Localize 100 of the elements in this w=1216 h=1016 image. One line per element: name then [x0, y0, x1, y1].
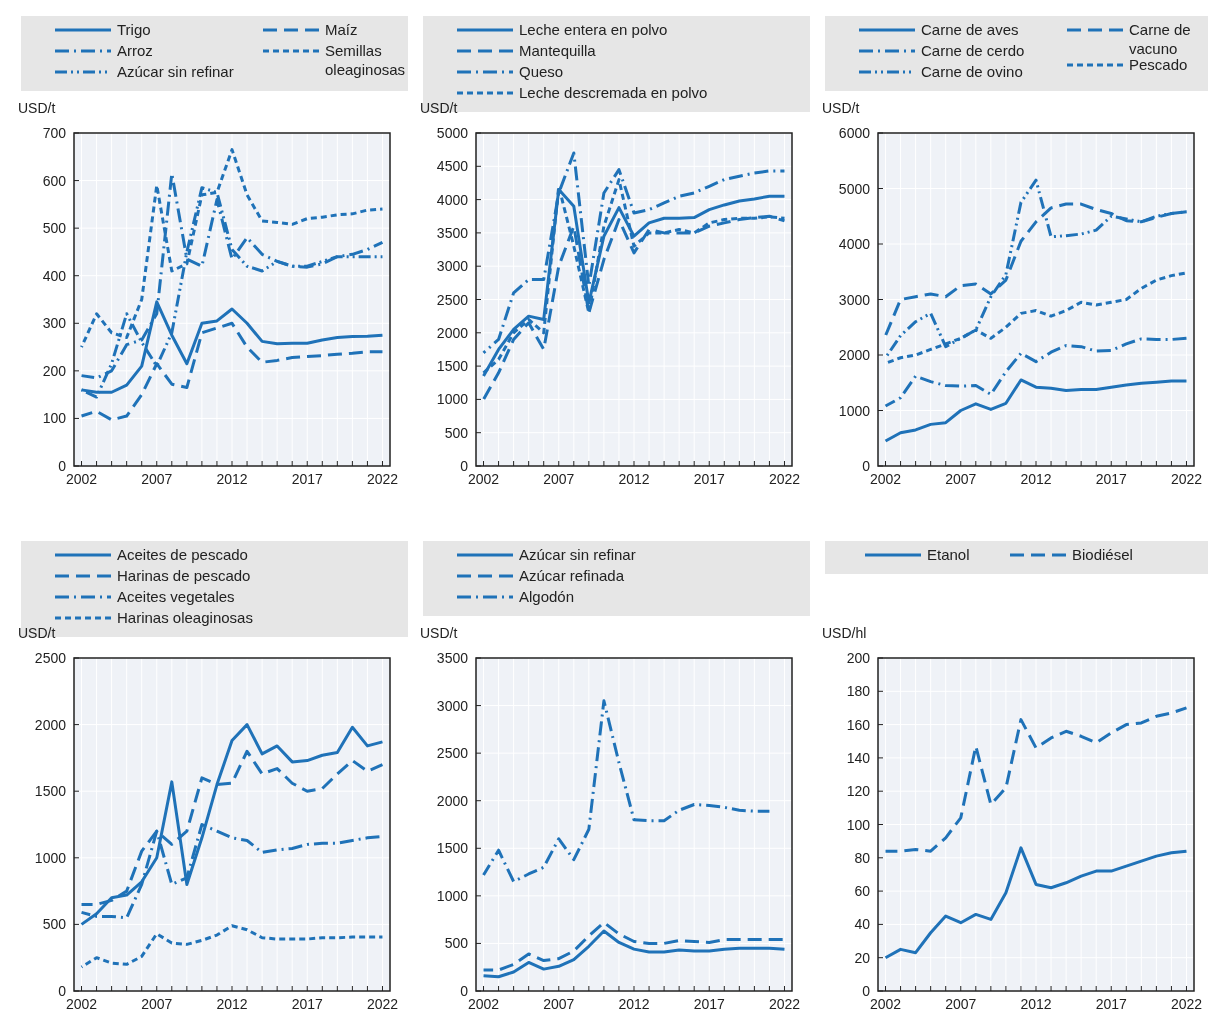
x-tick-label: 2007: [945, 471, 977, 487]
x-tick-label: 2002: [869, 996, 902, 1012]
x-tick-label: 2002: [467, 471, 500, 487]
y-tick-label: 200: [42, 362, 67, 379]
y-tick-label: 0: [58, 458, 67, 474]
legend-label: Carne de aves: [921, 21, 1019, 38]
y-tick-label: 2500: [436, 745, 469, 762]
y-tick-label: 0: [862, 983, 871, 999]
legend-label: Algodón: [519, 588, 575, 605]
legend-label: Aceites de pescado: [117, 546, 248, 563]
y-tick-label: 0: [862, 458, 871, 474]
x-tick-label: 2022: [366, 996, 399, 1012]
y-tick-label: 500: [42, 220, 67, 237]
y-tick-label: 0: [460, 983, 469, 999]
legend-label: Azúcar refinada: [519, 567, 625, 584]
x-tick-label: 2007: [945, 996, 977, 1012]
x-tick-label: 2007: [543, 996, 575, 1012]
y-tick-label: 3500: [436, 224, 469, 241]
y-tick-label: 5000: [838, 180, 871, 197]
y-tick-label: 0: [58, 983, 67, 999]
y-tick-label: 1000: [436, 887, 469, 904]
y-tick-label: 2000: [436, 324, 469, 341]
y-tick-label: 4500: [436, 158, 469, 175]
x-tick-label: 2012: [216, 996, 248, 1012]
y-tick-label: 300: [42, 315, 67, 332]
y-tick-label: 3000: [838, 291, 871, 308]
y-tick-label: 1000: [436, 391, 469, 408]
legend-label: Carne de vacuno: [1129, 21, 1191, 57]
y-tick-label: 6000: [838, 125, 871, 141]
y-tick-label: 140: [846, 749, 871, 766]
y-axis-title: USD/t: [18, 100, 56, 116]
y-tick-label: 100: [846, 816, 871, 833]
y-axis-title: USD/t: [420, 100, 458, 116]
legend-label: Azúcar sin refinar: [519, 546, 636, 563]
y-axis-title: USD/t: [822, 100, 860, 116]
y-tick-label: 700: [42, 125, 67, 141]
x-tick-label: 2022: [1170, 471, 1203, 487]
y-tick-label: 0: [460, 458, 469, 474]
x-tick-label: 2007: [141, 996, 173, 1012]
y-tick-label: 5000: [436, 125, 469, 141]
legend-label: Carne de ovino: [921, 63, 1023, 80]
x-tick-label: 2017: [693, 996, 726, 1012]
y-tick-label: 120: [846, 783, 871, 800]
legend-label: Leche descremada en polvo: [519, 84, 708, 101]
y-tick-label: 400: [42, 267, 67, 284]
y-tick-label: 180: [846, 683, 871, 700]
y-axis-title: USD/t: [18, 625, 56, 641]
x-tick-label: 2022: [768, 471, 801, 487]
y-tick-label: 3500: [436, 650, 469, 666]
y-tick-label: 200: [846, 650, 871, 666]
y-tick-label: 160: [846, 716, 871, 733]
legend-label: Etanol: [927, 546, 970, 563]
x-tick-label: 2002: [467, 996, 500, 1012]
y-axis-title: USD/t: [420, 625, 458, 641]
legend-label: Carne de cerdo: [921, 42, 1025, 59]
legend-label: Arroz: [117, 42, 153, 59]
legend-label: Semillas oleaginosas: [325, 42, 406, 78]
x-tick-label: 2007: [141, 471, 173, 487]
y-tick-label: 100: [42, 410, 67, 427]
x-tick-label: 2012: [1020, 471, 1052, 487]
x-tick-label: 2002: [869, 471, 902, 487]
y-axis-title: USD/hl: [822, 625, 867, 641]
y-tick-label: 2500: [436, 291, 469, 308]
y-tick-label: 80: [854, 849, 871, 866]
y-tick-label: 4000: [436, 191, 469, 208]
legend-label: Mantequilla: [519, 42, 597, 59]
legend-label: Leche entera en polvo: [519, 21, 668, 38]
legend-label: Harinas de pescado: [117, 567, 251, 584]
y-tick-label: 40: [854, 916, 871, 933]
x-tick-label: 2012: [618, 996, 650, 1012]
x-tick-label: 2017: [693, 471, 726, 487]
legend-label: Biodiésel: [1072, 546, 1133, 563]
y-tick-label: 2000: [34, 716, 67, 733]
y-tick-label: 1500: [436, 358, 469, 375]
y-tick-label: 3000: [436, 697, 469, 714]
x-tick-label: 2017: [1095, 996, 1128, 1012]
y-tick-label: 4000: [838, 236, 871, 252]
y-tick-label: 60: [854, 883, 871, 900]
legend-label: Trigo: [117, 21, 151, 38]
x-tick-label: 2002: [65, 471, 98, 487]
legend-label: Queso: [519, 63, 564, 80]
y-tick-label: 1000: [34, 849, 67, 866]
x-tick-label: 2012: [618, 471, 650, 487]
legend-label: Aceites vegetales: [117, 588, 235, 605]
legend-label: Pescado: [1129, 56, 1188, 74]
x-tick-label: 2012: [216, 471, 248, 487]
y-tick-label: 500: [42, 916, 67, 933]
legend-label: Azúcar sin refinar: [117, 63, 234, 80]
legend-label: Maíz: [325, 21, 358, 38]
y-tick-label: 1000: [838, 402, 871, 419]
x-tick-label: 2007: [543, 471, 575, 487]
y-tick-label: 20: [854, 949, 871, 966]
x-tick-label: 2002: [65, 996, 98, 1012]
x-tick-label: 2017: [1095, 471, 1128, 487]
y-tick-label: 3000: [436, 258, 469, 275]
x-tick-label: 2017: [291, 471, 324, 487]
x-tick-label: 2022: [768, 996, 801, 1012]
y-tick-label: 500: [444, 935, 469, 952]
legend-label: Harinas oleaginosas: [117, 609, 253, 626]
y-tick-label: 2500: [34, 650, 67, 666]
